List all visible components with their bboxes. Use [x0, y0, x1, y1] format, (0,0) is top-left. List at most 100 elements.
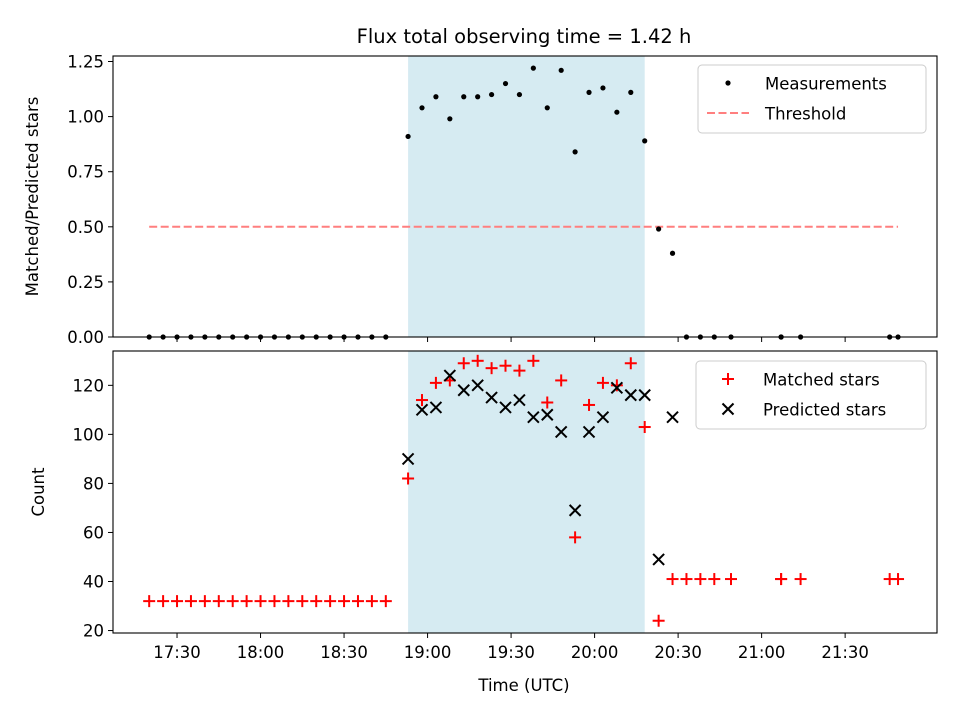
- measurement-point: [642, 138, 648, 144]
- matched-star-point: [610, 379, 623, 392]
- predicted-star-stroke: [554, 425, 568, 439]
- legend-predicted-label: Predicted stars: [763, 401, 886, 420]
- predicted-star-point: [527, 411, 540, 424]
- predicted-star-stroke: [443, 369, 457, 382]
- measurement-point: [544, 105, 550, 111]
- bottom-xtick-label: 18:00: [237, 643, 285, 662]
- predicted-star-point: [610, 381, 624, 394]
- predicted-star-point: [443, 369, 457, 382]
- predicted-star-stroke: [457, 384, 470, 397]
- predicted-star-stroke: [582, 425, 596, 439]
- top-observing-window: [408, 56, 645, 337]
- matched-star-point: [527, 354, 540, 367]
- top-chart-title: Flux total observing time = 1.42 h: [357, 25, 692, 48]
- predicted-star-stroke: [541, 408, 554, 421]
- legend-matched-label: Matched stars: [763, 371, 880, 390]
- matched-star-point: [184, 595, 197, 608]
- matched-star-point: [310, 595, 323, 608]
- top-x-ticks: [176, 337, 846, 342]
- top-ytick-label: 1.00: [67, 108, 104, 127]
- bottom-legend: Matched stars Predicted stars: [695, 360, 927, 430]
- matched-star-point: [694, 573, 707, 586]
- predicted-star-stroke: [666, 411, 679, 424]
- matched-stars-series: [143, 354, 905, 627]
- predicted-star-point: [415, 403, 429, 417]
- measurement-point: [628, 89, 634, 95]
- matched-star-point: [416, 394, 428, 407]
- predicted-star-point: [485, 391, 498, 404]
- matched-star-point: [596, 376, 609, 389]
- predicted-star-point: [638, 388, 651, 402]
- predicted-star-stroke: [610, 381, 624, 394]
- matched-star-point: [652, 614, 665, 627]
- predicted-star-point: [596, 411, 610, 424]
- measurement-point: [600, 85, 606, 91]
- bottom-ytick-label: 80: [83, 474, 104, 493]
- predicted-star-stroke: [401, 452, 415, 466]
- matched-star-point: [254, 595, 267, 608]
- predicted-star-point: [541, 408, 554, 421]
- predicted-star-stroke: [485, 391, 498, 404]
- bottom-ytick-label: 60: [83, 523, 104, 542]
- matched-star-point: [541, 396, 554, 409]
- matched-star-point: [212, 595, 225, 608]
- bottom-xtick-label: 19:30: [487, 643, 535, 662]
- measurement-point: [586, 89, 592, 95]
- matched-star-point: [708, 573, 721, 586]
- matched-star-point: [666, 573, 679, 586]
- matched-star-point: [143, 595, 156, 608]
- bottom-ytick-label: 20: [83, 622, 104, 641]
- bottom-xtick-label: 19:00: [404, 643, 452, 662]
- predicted-star-stroke: [568, 504, 582, 517]
- measurement-point: [530, 65, 536, 71]
- predicted-star-stroke: [471, 379, 484, 392]
- predicted-star-stroke: [652, 553, 665, 566]
- predicted-star-point: [429, 401, 443, 414]
- measurement-point: [447, 116, 453, 122]
- predicted-star-stroke: [513, 393, 526, 407]
- matched-star-point: [513, 364, 526, 377]
- bottom-y-ticks: 20 40 60 80 100 120: [73, 376, 113, 641]
- bottom-xtick-label: 17:30: [153, 643, 201, 662]
- measurement-point: [461, 94, 467, 100]
- measurement-point: [558, 67, 564, 73]
- predicted-star-stroke: [429, 401, 443, 414]
- matched-star-point: [324, 595, 337, 608]
- top-legend-box: [697, 64, 927, 134]
- matched-star-point: [226, 595, 239, 608]
- bottom-xtick-label: 20:00: [571, 643, 619, 662]
- legend-measurements-label: Measurements: [765, 75, 887, 94]
- matched-star-point: [198, 595, 211, 608]
- predicted-star-point: [401, 452, 415, 466]
- matched-star-point: [680, 573, 693, 586]
- top-panel: Flux total observing time = 1.42 h 0.000…: [23, 25, 938, 347]
- measurement-point: [405, 133, 411, 140]
- matched-star-point: [485, 362, 498, 375]
- matched-star-point: [338, 595, 351, 608]
- top-y-ticks: 0.00 0.25 0.50 0.75 1.00 1.25: [67, 53, 113, 347]
- predicted-star-point: [554, 425, 568, 439]
- measurement-point: [572, 149, 578, 155]
- top-legend: Measurements Threshold: [697, 64, 927, 134]
- legend-threshold-label: Threshold: [764, 105, 846, 124]
- bottom-xtick-label: 20:30: [654, 643, 702, 662]
- predicted-star-stroke: [596, 411, 610, 424]
- measurement-point: [614, 109, 620, 115]
- top-y-axis-label: Matched/Predicted stars: [23, 97, 42, 297]
- matched-star-point: [365, 595, 378, 608]
- measurement-point: [475, 94, 481, 100]
- matched-star-point: [794, 573, 807, 586]
- top-axes-frame: [112, 55, 938, 338]
- matched-star-point: [892, 573, 905, 586]
- legend-predicted-marker: [721, 402, 735, 416]
- measurement-point: [433, 94, 439, 100]
- bottom-ytick-label: 40: [83, 573, 104, 592]
- top-ytick-label: 0.75: [67, 163, 104, 182]
- measurement-point: [419, 105, 425, 111]
- predicted-star-point: [471, 379, 484, 392]
- matched-star-point: [282, 595, 295, 608]
- matched-star-point: [429, 376, 442, 389]
- predicted-star-stroke: [638, 388, 651, 402]
- predicted-star-stroke: [624, 388, 637, 402]
- matched-star-point: [402, 472, 415, 485]
